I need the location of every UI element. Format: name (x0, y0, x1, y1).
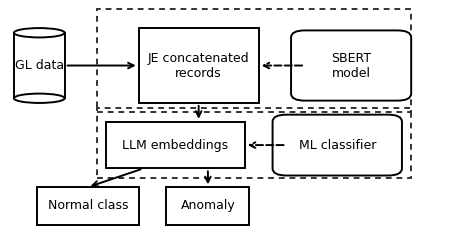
FancyBboxPatch shape (37, 187, 139, 225)
FancyBboxPatch shape (139, 28, 259, 103)
Text: ML classifier: ML classifier (298, 139, 376, 152)
FancyBboxPatch shape (166, 187, 249, 225)
Text: SBERT
model: SBERT model (331, 51, 371, 80)
Text: Anomaly: Anomaly (181, 199, 235, 212)
Text: Normal class: Normal class (48, 199, 128, 212)
Text: JE concatenated
records: JE concatenated records (148, 51, 249, 80)
Ellipse shape (14, 28, 65, 37)
FancyBboxPatch shape (106, 122, 245, 168)
Polygon shape (14, 33, 65, 98)
FancyBboxPatch shape (273, 115, 402, 176)
Ellipse shape (14, 94, 65, 103)
Text: LLM embeddings: LLM embeddings (122, 139, 229, 152)
Text: GL data: GL data (15, 59, 64, 72)
FancyBboxPatch shape (291, 30, 411, 101)
